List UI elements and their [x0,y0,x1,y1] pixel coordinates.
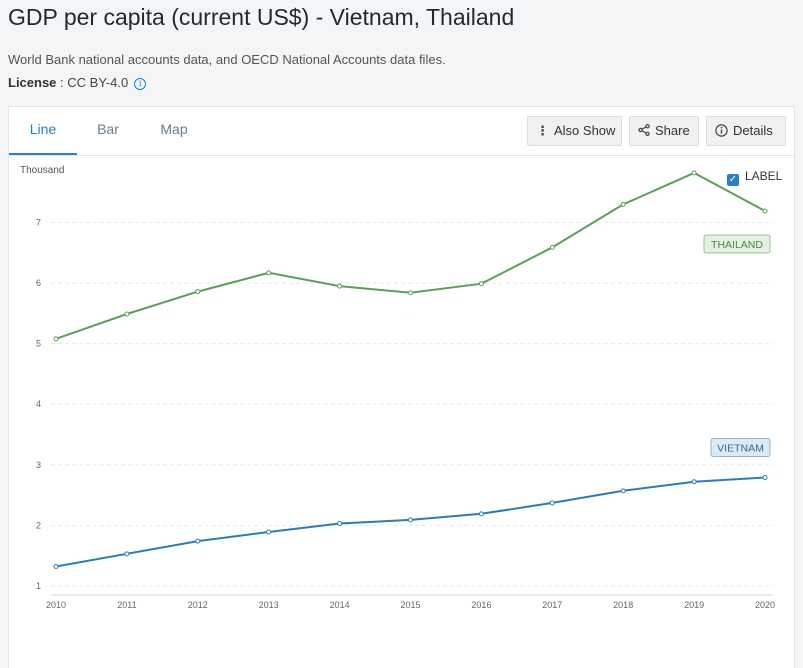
y-tick-label: 1 [36,581,41,591]
also-show-label: Also Show [554,123,616,138]
series-label-badge [703,234,771,254]
data-point[interactable] [195,538,201,544]
series-lines [53,170,768,570]
data-point[interactable] [337,283,343,289]
chart-card: Line Bar Map ⋮ Also Show Share [8,106,795,668]
x-tick-label: 2020 [755,600,775,610]
series-label-text: VIETNAM [717,443,764,455]
tab-bar-chart[interactable]: Bar [97,121,119,137]
label-toggle[interactable]: ✓ LABEL [727,169,782,186]
y-tick-label: 3 [36,460,41,470]
license-line: License : CC BY-4.0 i [8,75,147,90]
tab-map[interactable]: Map [160,121,188,137]
y-tick-label: 4 [36,399,41,409]
grid-lines [51,222,773,596]
series-label-text: THAILAND [711,239,763,251]
data-point[interactable] [195,289,201,295]
data-point[interactable] [620,488,626,494]
checkbox-checked-icon[interactable]: ✓ [727,174,739,186]
series-labels: THAILAND VIETNAM [703,234,771,458]
y-axis-label: Thousand [20,165,64,176]
tab-bar: Line Bar Map ⋮ Also Show Share [9,107,794,156]
data-point[interactable] [620,201,626,207]
x-tick-label: 2012 [188,600,208,610]
series-line-thailand[interactable] [55,171,766,340]
x-tick-label: 2014 [330,600,350,610]
data-point[interactable] [53,336,59,342]
x-tick-label: 2017 [542,600,562,610]
data-point[interactable] [691,479,697,485]
license-label: License [8,75,57,90]
label-toggle-text: LABEL [745,169,783,183]
source-note: World Bank national accounts data, and O… [8,52,446,67]
also-show-button[interactable]: ⋮ Also Show [527,116,622,146]
more-vertical-icon: ⋮ [536,123,549,138]
data-point[interactable] [408,290,413,296]
y-tick-label: 2 [36,520,41,530]
license-separator: : [56,75,68,90]
x-tick-label: 2013 [259,600,279,610]
details-label: Details [733,123,773,138]
data-point[interactable] [408,517,413,523]
share-label: Share [655,123,690,138]
y-tick-label: 7 [36,218,41,228]
line-chart: Thousand 1 2 3 4 5 6 7 2010 2011 2012 2013 2014 2015… [20,165,775,610]
data-point[interactable] [124,551,130,557]
x-tick-label: 2016 [471,600,491,610]
tab-line[interactable]: Line [9,107,77,155]
x-tick-label: 2010 [46,600,66,610]
y-tick-label: 6 [36,278,41,288]
x-tick-label: 2011 [117,600,136,610]
data-point[interactable] [478,281,484,287]
license-value: CC BY-4.0 [67,75,129,90]
share-button[interactable]: Share [629,116,699,146]
info-icon[interactable]: i [134,78,147,90]
details-button[interactable]: Details [706,116,786,146]
x-tick-label: 2015 [400,600,420,610]
data-point[interactable] [549,244,555,250]
data-point[interactable] [549,500,555,506]
y-tick-label: 5 [36,339,41,349]
axis-labels: Thousand 1 2 3 4 5 6 7 2010 2011 2012 2013 2014 2015… [20,165,775,610]
data-point[interactable] [124,311,130,317]
info-circle-icon [715,117,728,145]
x-tick-label: 2018 [613,600,633,610]
x-tick-label: 2019 [684,600,704,610]
data-point[interactable] [266,270,272,276]
data-point[interactable] [762,208,768,214]
data-point[interactable] [762,475,768,481]
data-point[interactable] [691,170,697,176]
data-point[interactable] [53,564,59,570]
series-label-badge [710,438,771,458]
data-point[interactable] [337,521,343,527]
page-title: GDP per capita (current US$) - Vietnam, … [8,4,515,30]
data-point[interactable] [478,511,484,517]
data-point[interactable] [266,529,272,535]
share-icon [638,117,650,145]
